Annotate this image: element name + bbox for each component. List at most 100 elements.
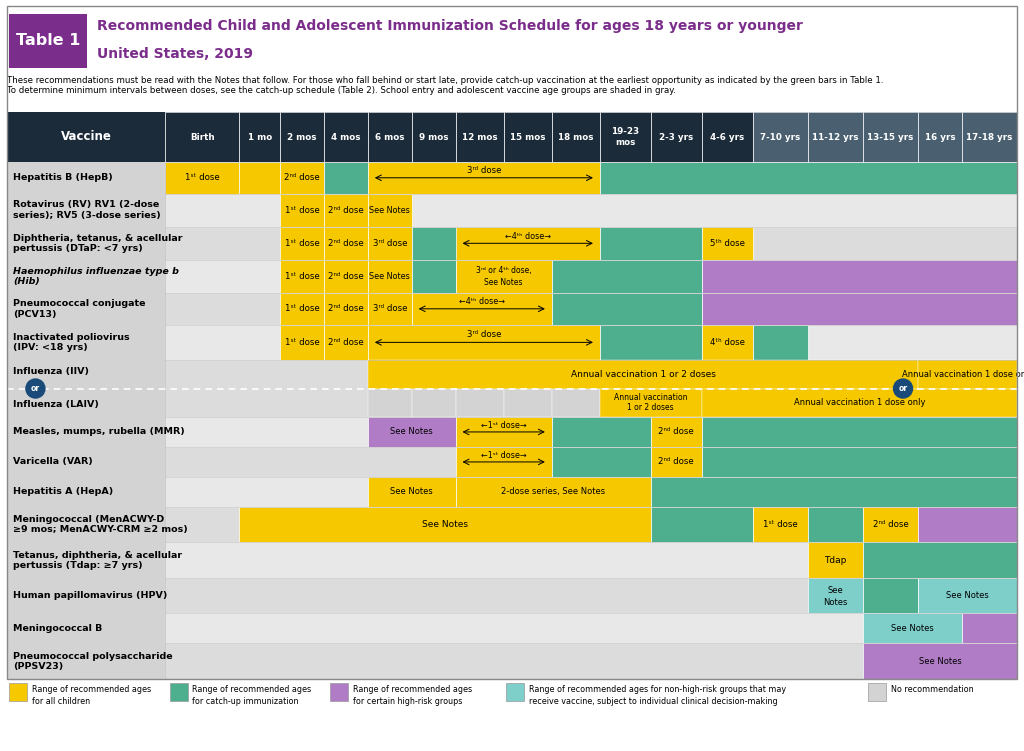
Bar — [7, 162, 165, 194]
Bar — [918, 507, 1017, 542]
Bar — [7, 578, 165, 614]
Text: receive vaccine, subject to individual clinical decision-making: receive vaccine, subject to individual c… — [529, 697, 778, 706]
Text: Rotavirus (RV) RV1 (2-dose
series); RV5 (3-dose series): Rotavirus (RV) RV1 (2-dose series); RV5 … — [13, 201, 161, 220]
Text: 3ʳᵈ dose: 3ʳᵈ dose — [373, 304, 408, 313]
Text: Vaccine: Vaccine — [60, 131, 112, 143]
Text: These recommendations must be read with the Notes that follow. For those who fal: These recommendations must be read with … — [7, 76, 884, 95]
Bar — [165, 417, 1017, 447]
Text: Birth: Birth — [189, 132, 214, 141]
Text: Pneumococcal conjugate
(PCV13): Pneumococcal conjugate (PCV13) — [13, 299, 145, 318]
Bar — [368, 360, 918, 388]
Text: 17-18 yrs: 17-18 yrs — [967, 132, 1013, 141]
Text: or: or — [31, 384, 40, 393]
Text: 4-6 yrs: 4-6 yrs — [710, 132, 744, 141]
Text: Haemophilus influenzae type b
(Hib): Haemophilus influenzae type b (Hib) — [13, 267, 179, 286]
Bar — [240, 112, 281, 162]
Text: See Notes: See Notes — [370, 272, 411, 281]
Bar — [7, 360, 165, 417]
Text: 3ʳᵈ or 4ᵗʰ dose,: 3ʳᵈ or 4ᵗʰ dose, — [476, 266, 531, 275]
Bar — [368, 417, 456, 447]
Bar — [165, 260, 1017, 293]
Bar — [701, 447, 1017, 477]
Bar — [863, 112, 918, 162]
Text: 1ˢᵗ dose: 1ˢᵗ dose — [285, 272, 319, 281]
Bar — [412, 260, 456, 293]
Text: Table 1: Table 1 — [15, 34, 80, 49]
Bar — [456, 417, 552, 447]
Bar — [753, 324, 808, 360]
Bar — [281, 112, 324, 162]
Bar — [368, 112, 412, 162]
Bar — [240, 507, 650, 542]
Bar — [753, 507, 808, 542]
Text: Range of recommended ages: Range of recommended ages — [193, 685, 311, 694]
Text: Influenza (LAIV): Influenza (LAIV) — [13, 400, 99, 409]
Text: 4ᵗʰ dose: 4ᵗʰ dose — [710, 338, 744, 347]
Bar — [456, 260, 552, 293]
Bar — [600, 227, 701, 260]
Bar — [650, 477, 1017, 507]
Text: 2ⁿᵈ dose: 2ⁿᵈ dose — [658, 427, 694, 436]
Text: 11-12 yrs: 11-12 yrs — [812, 132, 858, 141]
Bar — [504, 112, 552, 162]
Bar — [368, 162, 600, 194]
Bar — [281, 162, 324, 194]
Bar — [7, 477, 165, 507]
Bar — [368, 260, 412, 293]
Text: 16 yrs: 16 yrs — [925, 132, 955, 141]
Text: 2ⁿᵈ dose: 2ⁿᵈ dose — [872, 520, 908, 529]
Bar — [918, 112, 962, 162]
Bar — [701, 324, 753, 360]
Bar — [552, 388, 600, 417]
Bar — [324, 293, 368, 324]
Bar — [165, 227, 1017, 260]
Text: See: See — [827, 586, 843, 595]
Text: Notes: Notes — [823, 598, 848, 607]
Bar — [324, 112, 368, 162]
Bar — [863, 614, 962, 644]
Bar — [412, 388, 456, 417]
Bar — [456, 227, 600, 260]
Text: Tdap: Tdap — [824, 556, 847, 565]
Bar — [281, 260, 324, 293]
Text: See Notes: See Notes — [919, 656, 962, 665]
Bar — [7, 644, 165, 679]
Bar — [918, 578, 1017, 614]
Text: See Notes: See Notes — [390, 487, 433, 496]
Bar — [240, 162, 281, 194]
Text: 1ˢᵗ dose: 1ˢᵗ dose — [184, 173, 219, 182]
Bar — [412, 227, 504, 260]
Text: Hepatitis A (HepA): Hepatitis A (HepA) — [13, 487, 114, 496]
Bar — [165, 644, 1017, 679]
Text: Varicella (VAR): Varicella (VAR) — [13, 457, 93, 466]
Text: Recommended Child and Adolescent Immunization Schedule for ages 18 years or youn: Recommended Child and Adolescent Immuniz… — [97, 19, 803, 33]
Bar — [165, 324, 1017, 360]
Bar — [701, 417, 1017, 447]
Text: 7-10 yrs: 7-10 yrs — [760, 132, 801, 141]
Bar — [368, 227, 412, 260]
Bar — [165, 542, 1017, 578]
Text: 1ˢᵗ dose: 1ˢᵗ dose — [285, 206, 319, 215]
Bar — [7, 227, 165, 260]
Bar — [9, 683, 27, 701]
Bar — [552, 293, 701, 324]
Text: 13-15 yrs: 13-15 yrs — [867, 132, 913, 141]
Text: or: or — [898, 384, 907, 393]
Bar — [165, 477, 1017, 507]
Bar — [701, 260, 1017, 293]
Text: 5ᵗʰ dose: 5ᵗʰ dose — [710, 239, 744, 248]
Bar — [552, 260, 701, 293]
Text: See Notes: See Notes — [370, 206, 411, 215]
Text: 3ʳᵈ dose: 3ʳᵈ dose — [467, 330, 501, 339]
Bar — [165, 162, 240, 194]
Bar — [165, 578, 1017, 614]
Text: ←1ˢᵗ dose→: ←1ˢᵗ dose→ — [481, 451, 526, 460]
Bar — [165, 194, 1017, 227]
Bar — [808, 578, 863, 614]
Text: ←4ᵗʰ dose→: ←4ᵗʰ dose→ — [459, 297, 505, 306]
Bar — [7, 6, 1017, 679]
Text: Hepatitis B (HepB): Hepatitis B (HepB) — [13, 173, 113, 182]
Text: 4 mos: 4 mos — [331, 132, 360, 141]
Bar — [456, 447, 552, 477]
Text: 2ⁿᵈ dose: 2ⁿᵈ dose — [328, 272, 364, 281]
